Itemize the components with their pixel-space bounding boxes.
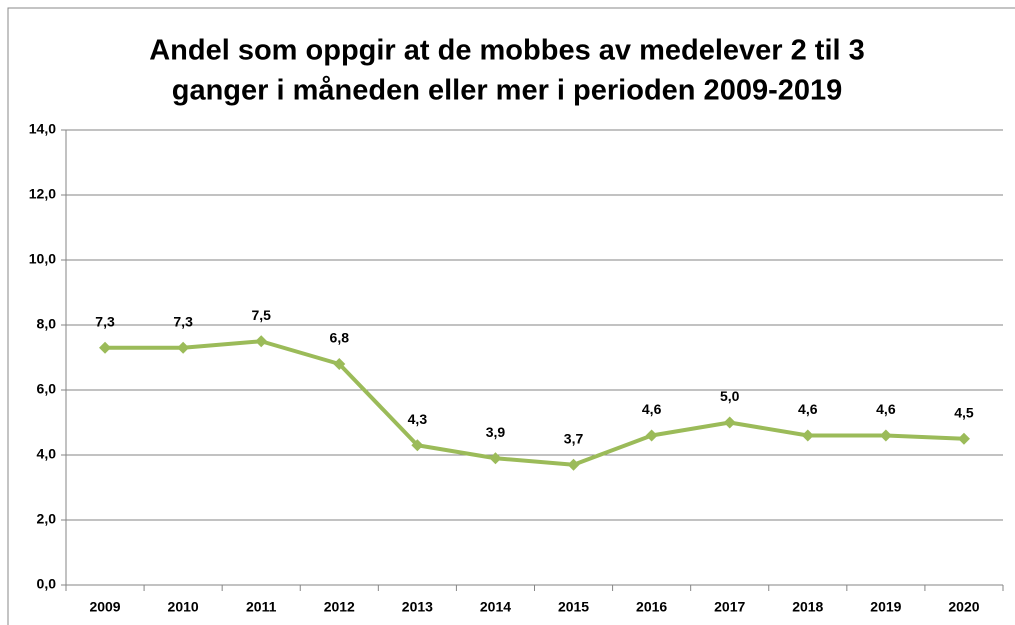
data-label: 7,3 — [95, 313, 115, 329]
y-tick-label: 8,0 — [37, 316, 57, 332]
y-tick-label: 2,0 — [37, 511, 57, 527]
data-point — [645, 429, 658, 442]
data-point — [177, 341, 190, 354]
data-label: 3,7 — [564, 430, 584, 446]
y-tick-label: 0,0 — [37, 576, 57, 592]
y-tick-label: 12,0 — [29, 186, 56, 202]
data-line — [105, 339, 965, 467]
chart-title: ganger i måneden eller mer i perioden 20… — [172, 75, 843, 107]
data-point — [99, 341, 112, 354]
x-tick-label: 2013 — [402, 599, 433, 615]
data-label: 3,9 — [486, 424, 506, 440]
data-point — [567, 458, 580, 471]
x-tick-label: 2009 — [89, 599, 120, 615]
chart-title: Andel som oppgir at de mobbes av medelev… — [149, 35, 865, 67]
x-tick-label: 2011 — [246, 599, 277, 615]
data-label: 4,5 — [954, 404, 974, 420]
x-tick-label: 2017 — [714, 599, 745, 615]
data-label: 7,5 — [251, 307, 271, 323]
x-tick-label: 2016 — [636, 599, 667, 615]
y-tick-label: 4,0 — [37, 446, 57, 462]
data-label: 4,6 — [876, 401, 896, 417]
data-point — [489, 452, 502, 465]
x-tick-label: 2020 — [948, 599, 979, 615]
x-tick-label: 2015 — [558, 599, 589, 615]
data-point — [333, 358, 346, 370]
x-tick-label: 2018 — [792, 599, 823, 615]
data-label: 5,0 — [720, 388, 740, 404]
data-point — [255, 335, 268, 348]
data-label: 7,3 — [173, 313, 193, 329]
data-point — [957, 432, 970, 445]
data-point — [411, 439, 424, 452]
data-label: 4,3 — [408, 411, 428, 427]
y-tick-label: 6,0 — [37, 381, 57, 397]
y-tick-label: 10,0 — [29, 251, 56, 267]
x-tick-label: 2019 — [870, 599, 901, 615]
x-tick-label: 2010 — [168, 599, 199, 615]
data-label: 4,6 — [642, 401, 662, 417]
data-label: 4,6 — [798, 401, 818, 417]
data-label: 6,8 — [330, 330, 350, 346]
chart-border — [7, 7, 1015, 625]
y-tick-label: 14,0 — [29, 121, 56, 137]
data-point — [801, 429, 814, 442]
data-point — [723, 416, 736, 429]
x-tick-label: 2012 — [324, 599, 355, 615]
x-tick-label: 2014 — [480, 599, 511, 615]
data-point — [879, 429, 892, 442]
